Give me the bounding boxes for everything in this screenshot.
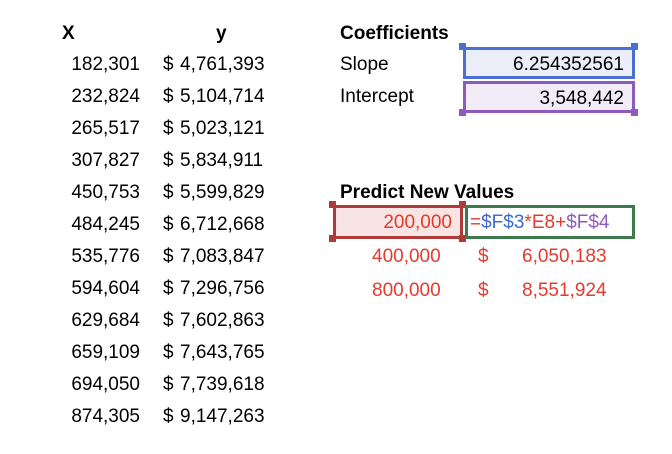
dollar-sign: $ — [163, 150, 174, 171]
predict-x-cell-handle[interactable] — [459, 201, 466, 208]
predict-title[interactable]: Predict New Values — [340, 182, 515, 203]
intercept-cell-handle[interactable] — [459, 109, 466, 116]
formula-ref-slope: $F$3 — [481, 212, 525, 233]
intercept-cell[interactable]: 3,548,442 — [463, 81, 635, 113]
y-value-cell[interactable]: 7,296,756 — [180, 278, 265, 299]
intercept-cell-handle[interactable] — [631, 109, 638, 116]
y-value-cell[interactable]: 7,739,618 — [180, 374, 265, 395]
y-value-cell[interactable]: 5,023,121 — [180, 118, 265, 139]
y-value-cell[interactable]: 9,147,263 — [180, 406, 265, 427]
intercept-value: 3,548,442 — [539, 88, 624, 109]
slope-value: 6.254352561 — [513, 54, 624, 75]
intercept-label[interactable]: Intercept — [340, 86, 414, 107]
dollar-sign: $ — [163, 182, 174, 203]
x-value-cell[interactable]: 594,604 — [71, 278, 140, 299]
x-value-cell[interactable]: 182,301 — [71, 54, 140, 75]
predict-x-value: 200,000 — [383, 212, 452, 233]
x-value-cell[interactable]: 629,684 — [71, 310, 140, 331]
dollar-sign: $ — [163, 54, 174, 75]
predict-y-value[interactable]: 6,050,183 — [522, 246, 607, 267]
formula-ref-x: E8 — [531, 212, 556, 233]
predict-x-cell-handle[interactable] — [329, 235, 336, 242]
formula-operator: + — [555, 212, 567, 233]
predict-dollar-sign: $ — [478, 280, 489, 301]
y-value-cell[interactable]: 6,712,668 — [180, 214, 265, 235]
y-value-cell[interactable]: 7,643,765 — [180, 342, 265, 363]
formula-equals: = — [470, 212, 482, 233]
predict-x-value[interactable]: 800,000 — [372, 280, 441, 301]
x-column-header[interactable]: X — [62, 23, 75, 44]
x-value-cell[interactable]: 484,245 — [71, 214, 140, 235]
formula-ref-intercept: $F$4 — [566, 212, 610, 233]
dollar-sign: $ — [163, 246, 174, 267]
y-value-cell[interactable]: 4,761,393 — [180, 54, 265, 75]
predict-y-value[interactable]: 8,551,924 — [522, 280, 607, 301]
y-column-header[interactable]: y — [216, 23, 227, 44]
x-value-cell[interactable]: 659,109 — [71, 342, 140, 363]
dollar-sign: $ — [163, 278, 174, 299]
slope-cell-handle[interactable] — [631, 43, 638, 50]
predict-x-cell-handle[interactable] — [459, 235, 466, 242]
predict-dollar-sign: $ — [478, 246, 489, 267]
coefficients-title[interactable]: Coefficients — [340, 23, 449, 44]
x-value-cell[interactable]: 450,753 — [71, 182, 140, 203]
slope-cell[interactable]: 6.254352561 — [463, 47, 635, 79]
dollar-sign: $ — [163, 310, 174, 331]
x-value-cell[interactable]: 874,305 — [71, 406, 140, 427]
y-value-cell[interactable]: 5,104,714 — [180, 86, 265, 107]
dollar-sign: $ — [163, 374, 174, 395]
formula-text[interactable]: =$F$3*E8+$F$4 — [470, 212, 610, 234]
formula-operator: * — [524, 212, 532, 233]
x-value-cell[interactable]: 232,824 — [71, 86, 140, 107]
y-value-cell[interactable]: 7,083,847 — [180, 246, 265, 267]
x-value-cell[interactable]: 307,827 — [71, 150, 140, 171]
dollar-sign: $ — [163, 214, 174, 235]
slope-cell-handle[interactable] — [459, 43, 466, 50]
x-value-cell[interactable]: 535,776 — [71, 246, 140, 267]
dollar-sign: $ — [163, 406, 174, 427]
dollar-sign: $ — [163, 342, 174, 363]
predict-x-cell-handle[interactable] — [329, 201, 336, 208]
slope-label[interactable]: Slope — [340, 54, 389, 75]
x-value-cell[interactable]: 694,050 — [71, 374, 140, 395]
predict-x-value[interactable]: 400,000 — [372, 246, 441, 267]
x-value-cell[interactable]: 265,517 — [71, 118, 140, 139]
y-value-cell[interactable]: 5,834,911 — [180, 150, 264, 171]
y-value-cell[interactable]: 7,602,863 — [180, 310, 265, 331]
dollar-sign: $ — [163, 118, 174, 139]
predict-x-cell-selected[interactable]: 200,000 — [333, 205, 463, 239]
formula-edit-cell[interactable]: =$F$3*E8+$F$4 — [465, 205, 635, 239]
y-value-cell[interactable]: 5,599,829 — [180, 182, 265, 203]
dollar-sign: $ — [163, 86, 174, 107]
